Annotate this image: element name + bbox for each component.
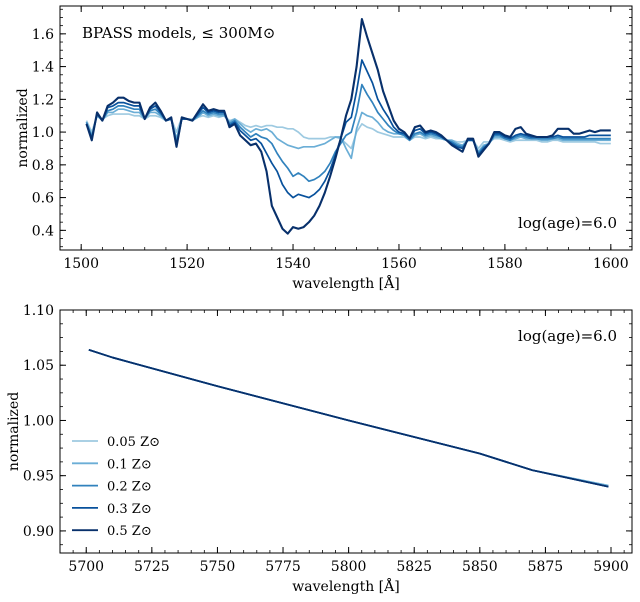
x-tick-label: 1600 — [593, 256, 629, 272]
y-tick-label: 0.6 — [32, 191, 54, 207]
x-tick-label: 5900 — [593, 559, 629, 575]
y-tick-label: 0.95 — [23, 469, 54, 485]
x-tick-label: 5775 — [265, 559, 301, 575]
series-line-4 — [85, 59, 611, 199]
y-tick-label: 0.4 — [32, 223, 54, 239]
series-line-3 — [88, 348, 609, 488]
bottom-panel: 5700 5725 5750 5775 5800 5825 5850 5875 5900 0.90… — [6, 303, 633, 595]
x-tick-label: 5875 — [528, 559, 564, 575]
x-tick-label: 1560 — [381, 256, 417, 272]
y-tick-label: 1.05 — [23, 358, 54, 374]
series-line-2 — [88, 348, 609, 487]
age-annotation: log(age)=6.0 — [518, 214, 617, 232]
y-tick-label: 1.10 — [23, 303, 54, 319]
y-tick-label: 1.00 — [23, 413, 54, 429]
ticks: 1500 1520 1540 1560 1580 1600 0.4 0.6 0.8 1.0 1.2 1… — [32, 6, 633, 272]
x-tick-label: 1580 — [487, 256, 523, 272]
x-tick-label: 5725 — [134, 559, 170, 575]
x-tick-label: 1540 — [275, 256, 311, 272]
x-tick-label: 1520 — [169, 256, 205, 272]
y-tick-label: 0.90 — [23, 524, 54, 540]
x-tick-label: 1500 — [63, 256, 99, 272]
y-tick-label: 0.8 — [32, 158, 54, 174]
legend-label: 0.1 Z⊙ — [107, 457, 152, 472]
x-axis-label: wavelength [Å] — [292, 577, 399, 595]
y-tick-label: 1.4 — [32, 60, 54, 76]
series-line-3 — [85, 83, 611, 183]
series-line-4 — [88, 348, 609, 488]
legend-label: 0.3 Z⊙ — [107, 502, 152, 517]
top-panel: 1500 1520 1540 1560 1580 1600 0.4 0.6 0.8 1.0 1.2 1… — [15, 5, 633, 292]
x-axis-label: wavelength [Å] — [292, 274, 399, 292]
series-lines — [85, 18, 611, 235]
legend-label: 0.5 Z⊙ — [107, 524, 152, 539]
legend-label: 0.2 Z⊙ — [107, 480, 152, 495]
x-tick-label: 5700 — [68, 559, 104, 575]
series-line-1 — [85, 113, 611, 150]
legend: 0.05 Z⊙ 0.1 Z⊙ 0.2 Z⊙ 0.3 Z⊙ 0.5 Z⊙ — [72, 435, 160, 539]
x-tick-label: 5750 — [200, 559, 236, 575]
axes-frame — [59, 5, 633, 251]
x-tick-label: 5850 — [462, 559, 498, 575]
y-tick-label: 1.6 — [32, 27, 54, 43]
model-annotation: BPASS models, ≤ 300M⊙ — [82, 24, 275, 42]
ticks: 5700 5725 5750 5775 5800 5825 5850 5875 5900 0.90… — [23, 303, 632, 575]
y-tick-label: 1.2 — [32, 92, 54, 108]
series-line-5 — [85, 18, 611, 235]
legend-label: 0.05 Z⊙ — [107, 435, 160, 450]
axes-frame — [59, 309, 633, 554]
y-tick-label: 1.0 — [32, 125, 54, 141]
x-tick-label: 5800 — [331, 559, 367, 575]
age-annotation: log(age)=6.0 — [518, 327, 617, 345]
y-axis-label: normalized — [15, 88, 31, 167]
series-line-5 — [88, 348, 609, 488]
series-line-1 — [88, 348, 609, 487]
x-tick-label: 5825 — [396, 559, 432, 575]
series-lines — [88, 348, 609, 488]
y-axis-label: normalized — [6, 392, 22, 471]
